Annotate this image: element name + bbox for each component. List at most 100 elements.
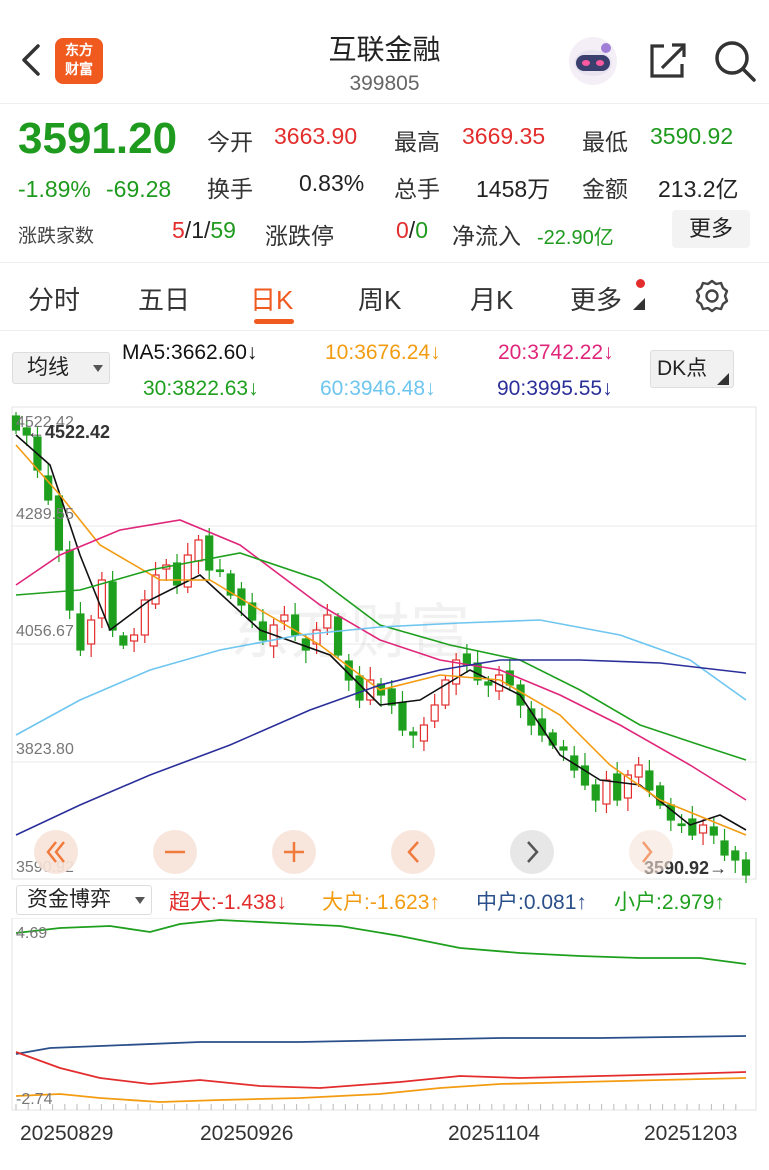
netflow-label: 净流入 (452, 223, 521, 249)
share-icon[interactable] (646, 40, 690, 82)
capital-flow-selector[interactable]: 资金博弈 (16, 885, 152, 915)
capital-axis-top: 4.69 (16, 925, 47, 942)
tab-weekly-k[interactable]: 周K (358, 285, 402, 315)
candle (194, 539, 203, 562)
fast-back-button[interactable] (34, 830, 78, 874)
large-flow-line (15, 1077, 747, 1103)
large-flow: 大户:-1.623↑ (322, 891, 440, 914)
kline-chart[interactable]: 东方财富 4522.42 4289.55 4056.67 3823.80 359… (0, 405, 769, 883)
candle (623, 774, 633, 799)
zoom-in-button[interactable] (272, 830, 316, 874)
divider (0, 262, 769, 263)
candle (248, 602, 257, 621)
axis-label-4: 3823.80 (16, 741, 74, 758)
candle (205, 535, 214, 571)
candle (65, 549, 74, 611)
open-label: 今开 (207, 129, 253, 155)
candle (280, 614, 289, 622)
limit-count: 0/0 (396, 217, 428, 243)
active-tab-indicator (254, 319, 294, 324)
change-value: -69.28 (106, 176, 172, 202)
ma20-value: 20:3742.22↓ (498, 341, 614, 364)
candle (602, 779, 611, 805)
ma90-line (15, 659, 747, 836)
high-value: 3669.35 (462, 123, 546, 149)
ma10-value: 10:3676.24↓ (325, 341, 441, 364)
candle (430, 704, 439, 722)
candle (484, 681, 493, 686)
candle (591, 784, 600, 801)
candle (129, 634, 139, 642)
medium-flow-line (15, 1035, 747, 1055)
volume-value: 1458万 (476, 176, 551, 202)
rise-fall-count-label: 涨跌家数 (18, 226, 95, 247)
candle (172, 562, 182, 586)
zoom-out-button[interactable] (153, 830, 197, 874)
amount-value: 213.2亿 (658, 176, 739, 202)
candle (409, 731, 418, 736)
candle (119, 635, 128, 646)
candle (87, 619, 96, 645)
top-nav-bar: 东方 财富 互联金融 399805 (0, 0, 769, 104)
step-back-button[interactable] (391, 830, 435, 874)
ma30-value: 30:3822.63↓ (143, 377, 259, 400)
candle (22, 427, 31, 436)
ai-assistant-icon[interactable] (566, 36, 620, 86)
fast-forward-button[interactable] (629, 830, 673, 874)
candle (215, 569, 225, 573)
candle (452, 659, 461, 685)
tab-monthly-k[interactable]: 月K (470, 285, 514, 315)
rise-fall-count: 5/1/59 (172, 217, 236, 243)
candle (441, 679, 450, 706)
index-code: 399805 (349, 72, 420, 95)
ma90-value: 90:3995.55↓ (497, 377, 613, 400)
axis-label-3: 4056.67 (16, 623, 74, 640)
ma60-line (15, 619, 747, 736)
dk-point-button[interactable]: DK点 (650, 350, 734, 388)
candle (108, 581, 117, 631)
date-label-4: 20251203 (644, 1122, 738, 1145)
candle (387, 688, 396, 706)
medium-flow: 中户:0.081↑ (476, 891, 587, 914)
candle (741, 859, 751, 876)
limit-label: 涨跌停 (265, 223, 334, 249)
ma5-value: MA5:3662.60↓ (122, 341, 258, 364)
tab-daily-k[interactable]: 日K (250, 285, 294, 315)
divider (0, 330, 769, 331)
tab-intraday[interactable]: 分时 (28, 285, 81, 315)
step-forward-button[interactable] (510, 830, 554, 874)
ma30-line (15, 552, 747, 761)
eastmoney-logo: 东方 财富 (55, 38, 103, 84)
candle (645, 770, 654, 791)
volume-label: 总手 (394, 176, 440, 202)
candle (634, 764, 643, 778)
amount-label: 金额 (582, 176, 628, 202)
candle (698, 824, 708, 834)
candle (613, 773, 622, 801)
candle (151, 574, 160, 605)
candle (559, 746, 568, 751)
candle (677, 823, 686, 827)
netflow-value: -22.90亿 (537, 227, 614, 249)
candle (656, 785, 665, 806)
candle (291, 614, 300, 636)
capital-axis-bottom: -2.74 (16, 1091, 53, 1108)
candle (11, 415, 21, 431)
dropdown-caret-icon (93, 365, 103, 372)
candle (333, 616, 343, 656)
search-icon[interactable] (712, 38, 758, 84)
more-button[interactable]: 更多 (672, 210, 750, 248)
change-percent: -1.89% (18, 176, 91, 202)
back-icon[interactable] (18, 40, 48, 80)
ma20-line (15, 519, 747, 801)
candle (76, 613, 85, 651)
super-large-flow-line (15, 1051, 747, 1089)
settings-gear-icon[interactable] (694, 278, 730, 314)
tab-five-day[interactable]: 五日 (138, 285, 191, 315)
tab-more[interactable]: 更多 (570, 285, 623, 315)
capital-flow-chart[interactable]: 4.69 -2.74 (0, 918, 769, 1118)
indicator-selector[interactable]: 均线 (12, 352, 110, 384)
candle (731, 850, 740, 861)
axis-label-top: 4522.42 (16, 414, 74, 431)
candle (323, 614, 332, 629)
